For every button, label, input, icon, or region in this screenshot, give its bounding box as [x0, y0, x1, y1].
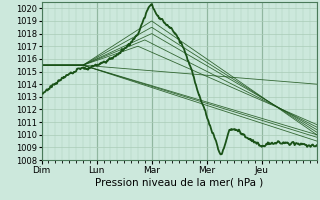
X-axis label: Pression niveau de la mer( hPa ): Pression niveau de la mer( hPa ) — [95, 177, 263, 187]
